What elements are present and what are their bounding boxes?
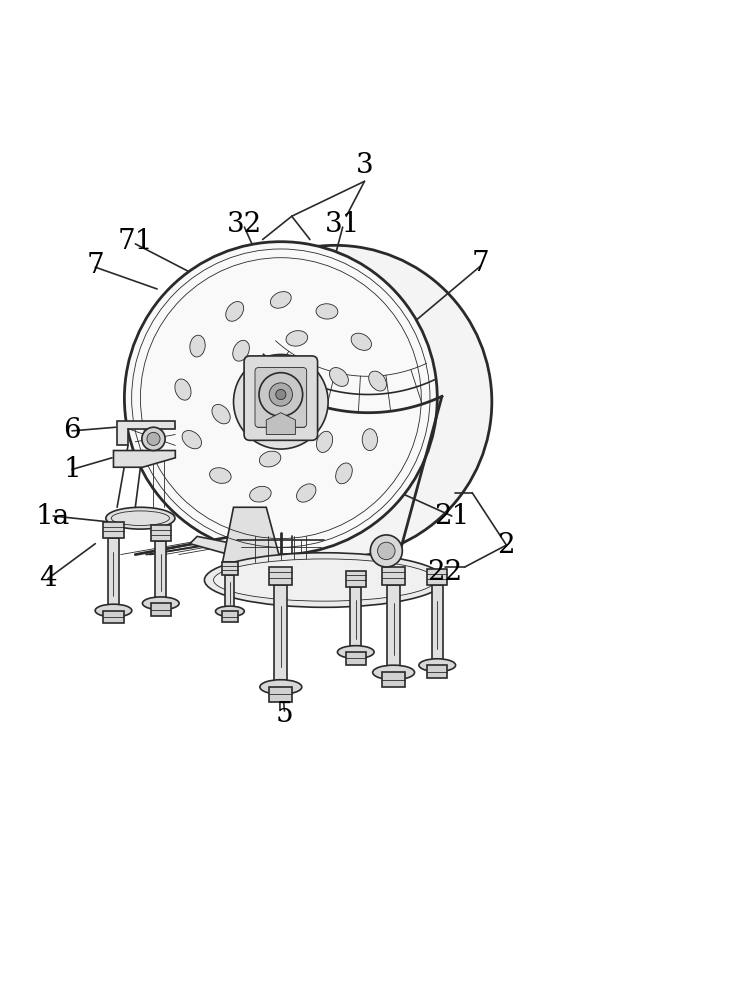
- Ellipse shape: [209, 468, 231, 483]
- Ellipse shape: [270, 292, 291, 308]
- Polygon shape: [117, 421, 175, 445]
- Bar: [155, 541, 166, 603]
- Circle shape: [269, 383, 292, 406]
- Circle shape: [370, 535, 402, 567]
- Ellipse shape: [335, 463, 352, 484]
- Circle shape: [179, 245, 492, 558]
- Bar: [346, 652, 366, 665]
- Text: 6: 6: [63, 417, 81, 444]
- Ellipse shape: [316, 304, 338, 319]
- Bar: [151, 525, 171, 541]
- Ellipse shape: [233, 340, 249, 361]
- Ellipse shape: [316, 431, 332, 452]
- FancyBboxPatch shape: [255, 368, 307, 427]
- Ellipse shape: [338, 646, 374, 658]
- Bar: [387, 585, 400, 672]
- Bar: [269, 687, 292, 702]
- Ellipse shape: [204, 553, 445, 607]
- Bar: [104, 522, 124, 538]
- Ellipse shape: [330, 368, 348, 386]
- Circle shape: [378, 542, 395, 560]
- Text: 21: 21: [434, 503, 469, 530]
- Ellipse shape: [214, 559, 435, 601]
- Text: 1: 1: [63, 456, 81, 483]
- Circle shape: [142, 427, 165, 451]
- Bar: [350, 587, 362, 652]
- Circle shape: [125, 242, 437, 555]
- Bar: [151, 603, 171, 616]
- Bar: [108, 538, 119, 611]
- Text: 4: 4: [39, 565, 57, 592]
- Bar: [274, 585, 287, 687]
- Bar: [382, 672, 405, 687]
- Ellipse shape: [249, 486, 271, 502]
- Ellipse shape: [226, 302, 243, 321]
- Text: 22: 22: [427, 559, 462, 586]
- Polygon shape: [222, 507, 281, 562]
- Circle shape: [233, 354, 328, 449]
- Bar: [427, 569, 448, 585]
- Ellipse shape: [212, 404, 230, 424]
- Bar: [269, 567, 292, 585]
- Text: 3: 3: [356, 152, 373, 179]
- Ellipse shape: [297, 484, 316, 502]
- Text: 1a: 1a: [36, 503, 70, 530]
- Ellipse shape: [95, 604, 132, 617]
- Ellipse shape: [351, 333, 372, 350]
- Ellipse shape: [142, 597, 179, 610]
- Ellipse shape: [286, 331, 308, 346]
- Ellipse shape: [216, 606, 244, 617]
- Ellipse shape: [373, 665, 415, 680]
- Polygon shape: [266, 413, 295, 435]
- Bar: [225, 575, 234, 611]
- Text: 71: 71: [117, 228, 153, 255]
- Text: 7: 7: [87, 252, 104, 279]
- FancyBboxPatch shape: [244, 356, 318, 440]
- Ellipse shape: [260, 680, 302, 694]
- Polygon shape: [190, 536, 277, 562]
- Circle shape: [147, 432, 160, 445]
- Bar: [104, 611, 124, 623]
- Ellipse shape: [369, 371, 386, 391]
- Ellipse shape: [419, 659, 456, 672]
- Text: 5: 5: [276, 701, 293, 728]
- Bar: [222, 611, 238, 622]
- Ellipse shape: [362, 429, 378, 451]
- Bar: [222, 562, 238, 575]
- Polygon shape: [114, 451, 175, 467]
- Bar: [346, 571, 366, 587]
- Ellipse shape: [190, 335, 206, 357]
- Text: 7: 7: [472, 250, 490, 277]
- Circle shape: [276, 389, 286, 400]
- Text: 32: 32: [227, 211, 262, 238]
- Ellipse shape: [260, 451, 281, 467]
- Ellipse shape: [106, 507, 175, 529]
- Bar: [382, 567, 405, 585]
- Bar: [427, 665, 448, 678]
- Ellipse shape: [175, 379, 191, 400]
- Text: 31: 31: [325, 211, 360, 238]
- Circle shape: [259, 373, 303, 416]
- Ellipse shape: [182, 431, 201, 449]
- Bar: [432, 585, 443, 665]
- Text: 2: 2: [498, 532, 515, 559]
